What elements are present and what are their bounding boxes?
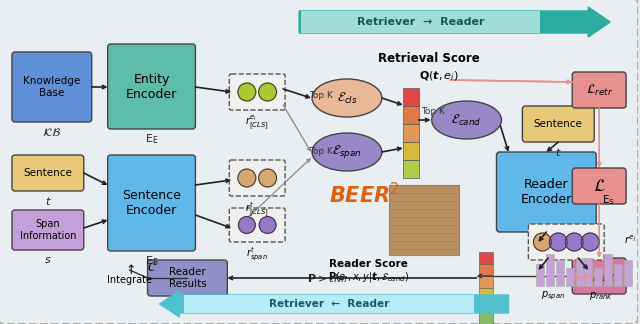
- Text: $\mathbf{P} > thr$: $\mathbf{P} > thr$: [307, 272, 347, 284]
- Circle shape: [565, 233, 583, 251]
- Text: $s$: $s$: [44, 255, 52, 265]
- Text: $\mathrm{E_S}$: $\mathrm{E_S}$: [540, 235, 553, 249]
- Circle shape: [239, 217, 255, 233]
- FancyBboxPatch shape: [229, 160, 285, 196]
- FancyBboxPatch shape: [12, 210, 84, 250]
- Bar: [614, 264, 622, 286]
- Circle shape: [238, 83, 256, 101]
- Text: $\mathrm{E_S}$: $\mathrm{E_S}$: [145, 254, 158, 268]
- Bar: [556, 260, 564, 286]
- FancyBboxPatch shape: [229, 208, 285, 242]
- Text: Knowledge
Base: Knowledge Base: [23, 76, 81, 98]
- Text: Span
Information: Span Information: [20, 219, 76, 241]
- Text: Sentence
Encoder: Sentence Encoder: [122, 189, 181, 217]
- Text: $\mathcal{E}_{span}$: $\mathcal{E}_{span}$: [332, 144, 362, 160]
- Text: $\mathcal{E}_{cand}$: $\mathcal{E}_{cand}$: [451, 112, 482, 128]
- FancyBboxPatch shape: [148, 260, 227, 296]
- Text: $\mathcal{KB}$: $\mathcal{KB}$: [42, 126, 61, 138]
- FancyArrow shape: [299, 7, 610, 37]
- Bar: [547, 254, 554, 286]
- Text: $\mathcal{C}$: $\mathcal{C}$: [147, 261, 156, 274]
- FancyBboxPatch shape: [572, 72, 626, 108]
- Text: $r^{e_j}$: $r^{e_j}$: [624, 234, 637, 246]
- Circle shape: [259, 83, 276, 101]
- Bar: [479, 264, 493, 276]
- FancyBboxPatch shape: [12, 155, 84, 191]
- Bar: [479, 288, 493, 300]
- Bar: [479, 276, 493, 288]
- FancyBboxPatch shape: [12, 52, 92, 122]
- Bar: [566, 268, 574, 286]
- Text: $\mathcal{L}$: $\mathcal{L}$: [593, 177, 605, 195]
- Text: $r^{t}_{[CLS]}$: $r^{t}_{[CLS]}$: [245, 200, 269, 219]
- Text: Retrieval Score: Retrieval Score: [378, 52, 479, 64]
- FancyBboxPatch shape: [108, 155, 195, 251]
- Text: Reader
Results: Reader Results: [168, 267, 206, 289]
- Circle shape: [259, 217, 276, 233]
- Text: $p_{rank}$: $p_{rank}$: [589, 290, 613, 302]
- FancyBboxPatch shape: [572, 258, 626, 294]
- Circle shape: [238, 169, 256, 187]
- Text: Top K: Top K: [420, 108, 445, 117]
- Ellipse shape: [312, 79, 382, 117]
- Bar: [576, 258, 584, 286]
- FancyBboxPatch shape: [497, 152, 596, 232]
- Text: Top K: Top K: [309, 91, 333, 100]
- FancyArrow shape: [159, 291, 508, 317]
- Text: BEER$^2$: BEER$^2$: [328, 182, 399, 208]
- Text: $\uparrow$: $\uparrow$: [124, 263, 136, 277]
- FancyBboxPatch shape: [522, 106, 594, 142]
- Text: Reader
Encoder: Reader Encoder: [521, 178, 572, 206]
- Bar: [624, 260, 632, 286]
- Text: $\mathcal{L}_{retr}$: $\mathcal{L}_{retr}$: [586, 82, 613, 98]
- Text: $\mathbf{P}(e_j, x, y|\boldsymbol{t}, \mathcal{E}_{cand})$: $\mathbf{P}(e_j, x, y|\boldsymbol{t}, \m…: [328, 271, 410, 285]
- FancyBboxPatch shape: [572, 168, 626, 204]
- Text: Top K: Top K: [309, 147, 333, 156]
- Bar: [479, 300, 493, 312]
- Text: $\mathbf{Q}(\boldsymbol{t}, \boldsymbol{e_i})$: $\mathbf{Q}(\boldsymbol{t}, \boldsymbol{…: [419, 69, 458, 83]
- Bar: [389, 185, 459, 255]
- Circle shape: [533, 233, 551, 251]
- Bar: [403, 124, 419, 142]
- Bar: [403, 142, 419, 160]
- FancyBboxPatch shape: [529, 224, 604, 260]
- Circle shape: [581, 233, 599, 251]
- Text: Retriever  →  Reader: Retriever → Reader: [357, 17, 484, 27]
- Bar: [403, 160, 419, 178]
- Bar: [403, 106, 419, 124]
- Bar: [479, 312, 493, 324]
- Ellipse shape: [312, 133, 382, 171]
- Text: $\mathcal{E}_{cls}$: $\mathcal{E}_{cls}$: [337, 90, 357, 106]
- Bar: [536, 264, 545, 286]
- Circle shape: [549, 233, 567, 251]
- Text: $\mathrm{E_E}$: $\mathrm{E_E}$: [145, 132, 158, 146]
- FancyBboxPatch shape: [301, 11, 540, 33]
- Text: Retriever  ←  Reader: Retriever ← Reader: [269, 299, 389, 309]
- FancyBboxPatch shape: [229, 74, 285, 110]
- Bar: [584, 258, 592, 286]
- Text: $t$: $t$: [45, 195, 51, 207]
- Bar: [479, 252, 493, 264]
- Text: Sentence: Sentence: [534, 119, 583, 129]
- Text: $r^{t}_{span}$: $r^{t}_{span}$: [246, 246, 268, 263]
- Text: Sentence: Sentence: [24, 168, 72, 178]
- Text: $r^{e_i}_{[CLS]}$: $r^{e_i}_{[CLS]}$: [245, 114, 269, 133]
- Text: $p_{span}$: $p_{span}$: [541, 290, 565, 302]
- Bar: [604, 254, 612, 286]
- Bar: [594, 268, 602, 286]
- Text: Entity
Encoder: Entity Encoder: [126, 73, 177, 100]
- FancyBboxPatch shape: [184, 295, 474, 313]
- Bar: [403, 88, 419, 106]
- Text: Integrate: Integrate: [107, 275, 152, 285]
- FancyBboxPatch shape: [108, 44, 195, 129]
- Text: $t$: $t$: [555, 146, 562, 158]
- Ellipse shape: [432, 101, 502, 139]
- Text: Reader Score: Reader Score: [330, 259, 408, 269]
- Text: $\mathcal{L}_{read}$: $\mathcal{L}_{read}$: [584, 269, 614, 284]
- Text: $\mathrm{E_S}$: $\mathrm{E_S}$: [602, 193, 615, 207]
- Circle shape: [259, 169, 276, 187]
